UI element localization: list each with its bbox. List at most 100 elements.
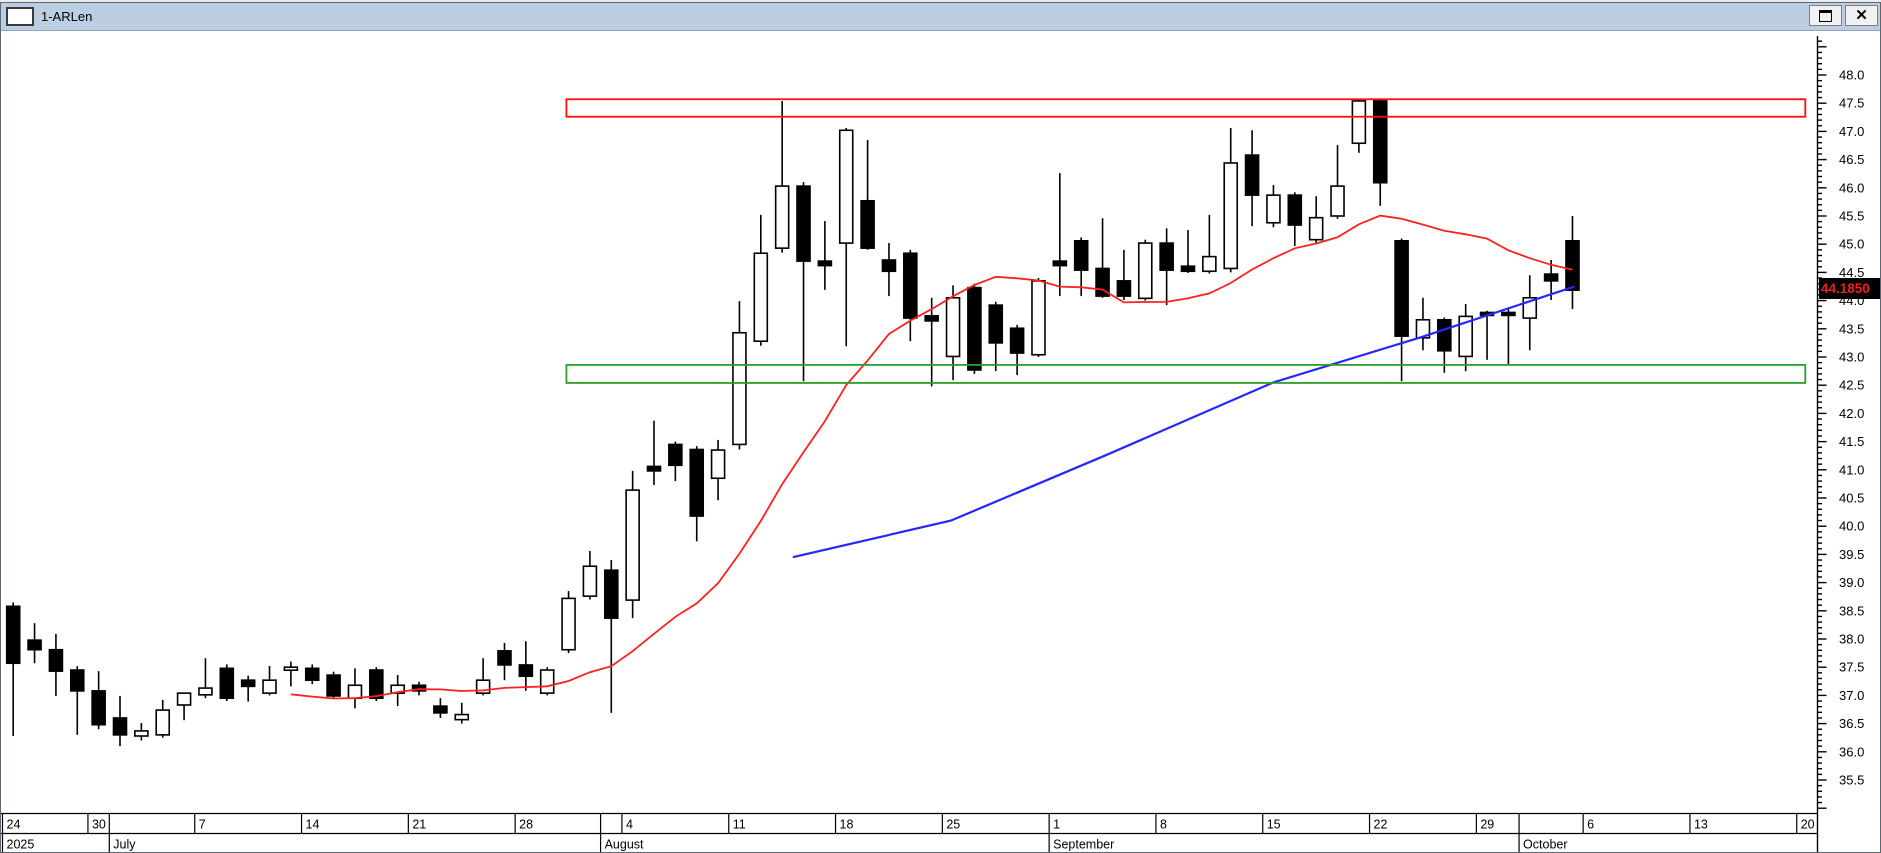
candle bbox=[48, 648, 64, 672]
svg-text:44.5: 44.5 bbox=[1839, 265, 1864, 280]
svg-text:47.0: 47.0 bbox=[1839, 124, 1864, 139]
candle bbox=[411, 684, 427, 692]
candle bbox=[155, 709, 171, 736]
candle bbox=[27, 639, 42, 651]
support-zone bbox=[565, 363, 1807, 384]
svg-text:37.0: 37.0 bbox=[1839, 688, 1864, 703]
chart-document-icon bbox=[6, 7, 34, 26]
candle bbox=[732, 331, 747, 446]
svg-text:September: September bbox=[1053, 838, 1114, 852]
svg-text:38.5: 38.5 bbox=[1839, 603, 1864, 618]
svg-text:30: 30 bbox=[92, 818, 106, 832]
candle bbox=[497, 650, 512, 666]
candle bbox=[1116, 280, 1132, 297]
maximize-icon bbox=[1819, 9, 1832, 22]
svg-text:14: 14 bbox=[306, 818, 320, 832]
candle bbox=[1073, 240, 1089, 271]
candle bbox=[1543, 273, 1559, 282]
svg-text:18: 18 bbox=[840, 818, 854, 832]
candle bbox=[838, 129, 854, 244]
candle bbox=[1137, 242, 1153, 300]
candle bbox=[582, 565, 598, 597]
candle bbox=[433, 705, 448, 714]
candle bbox=[1052, 260, 1068, 267]
candle bbox=[1223, 162, 1239, 270]
candle bbox=[1266, 194, 1281, 224]
y-axis: 48.047.547.046.546.045.545.044.544.043.5… bbox=[1816, 36, 1864, 852]
candle bbox=[283, 666, 299, 672]
svg-text:11: 11 bbox=[733, 818, 746, 832]
candle bbox=[198, 687, 213, 696]
candle bbox=[1501, 311, 1516, 317]
svg-text:7: 7 bbox=[199, 818, 206, 832]
candle bbox=[881, 259, 897, 273]
candle bbox=[945, 296, 961, 358]
candle bbox=[689, 448, 705, 517]
svg-text:25: 25 bbox=[946, 818, 960, 832]
svg-text:1: 1 bbox=[1053, 818, 1060, 832]
candle bbox=[710, 449, 726, 480]
svg-text:45.0: 45.0 bbox=[1839, 237, 1864, 252]
svg-text:8: 8 bbox=[1160, 818, 1167, 832]
candle bbox=[1351, 100, 1367, 145]
candle bbox=[1180, 265, 1196, 273]
last-price-tag: 44.1850 bbox=[1819, 278, 1880, 299]
svg-text:13: 13 bbox=[1694, 818, 1708, 832]
svg-text:41.5: 41.5 bbox=[1839, 434, 1864, 449]
candle bbox=[561, 597, 576, 651]
candle bbox=[668, 443, 683, 467]
candle bbox=[753, 252, 769, 343]
candle bbox=[1009, 327, 1025, 354]
svg-text:July: July bbox=[113, 838, 136, 852]
titlebar[interactable]: 1-ARLen ✕ bbox=[1, 3, 1880, 31]
svg-text:39.5: 39.5 bbox=[1839, 547, 1864, 562]
svg-text:22: 22 bbox=[1374, 818, 1388, 832]
close-button[interactable]: ✕ bbox=[1845, 5, 1878, 26]
candle bbox=[112, 717, 128, 736]
candle bbox=[262, 679, 277, 694]
svg-text:48.0: 48.0 bbox=[1839, 68, 1864, 83]
candle bbox=[603, 569, 619, 619]
candle bbox=[1287, 194, 1303, 226]
window-title: 1-ARLen bbox=[41, 9, 93, 24]
svg-text:43.0: 43.0 bbox=[1839, 350, 1864, 365]
candle bbox=[390, 684, 405, 694]
svg-text:36.5: 36.5 bbox=[1839, 716, 1864, 731]
candle bbox=[1308, 216, 1324, 241]
candle bbox=[69, 669, 85, 692]
svg-text:20: 20 bbox=[1801, 818, 1815, 832]
svg-text:24: 24 bbox=[7, 818, 21, 832]
svg-text:6: 6 bbox=[1587, 818, 1594, 832]
svg-text:15: 15 bbox=[1267, 818, 1281, 832]
svg-text:38.0: 38.0 bbox=[1839, 632, 1864, 647]
svg-text:35.5: 35.5 bbox=[1839, 773, 1864, 788]
candle bbox=[347, 684, 363, 700]
moving-average-line bbox=[290, 214, 1573, 700]
price-chart[interactable]: 48.0 47.5 47.0 46.5 46.0 45.5 45.0 44.5 44.0 43.5… bbox=[1, 31, 1880, 852]
svg-text:29: 29 bbox=[1480, 818, 1494, 832]
maximize-button[interactable] bbox=[1809, 5, 1842, 26]
candle bbox=[1159, 242, 1174, 271]
candle bbox=[903, 252, 918, 319]
candle bbox=[369, 669, 384, 700]
svg-text:40.5: 40.5 bbox=[1839, 491, 1864, 506]
candle bbox=[1394, 240, 1409, 337]
candle bbox=[646, 465, 662, 472]
candle bbox=[967, 286, 982, 371]
candle bbox=[1565, 240, 1580, 291]
close-icon: ✕ bbox=[1855, 7, 1868, 24]
svg-text:21: 21 bbox=[412, 818, 426, 832]
svg-text:40.0: 40.0 bbox=[1839, 519, 1864, 534]
candle bbox=[860, 199, 875, 249]
candle bbox=[240, 679, 256, 688]
candle bbox=[625, 489, 640, 601]
svg-text:August: August bbox=[605, 838, 644, 852]
svg-text:2025: 2025 bbox=[7, 838, 35, 852]
candle bbox=[219, 667, 235, 700]
svg-text:46.0: 46.0 bbox=[1839, 180, 1864, 195]
candle bbox=[91, 690, 106, 726]
candle bbox=[1031, 280, 1046, 356]
